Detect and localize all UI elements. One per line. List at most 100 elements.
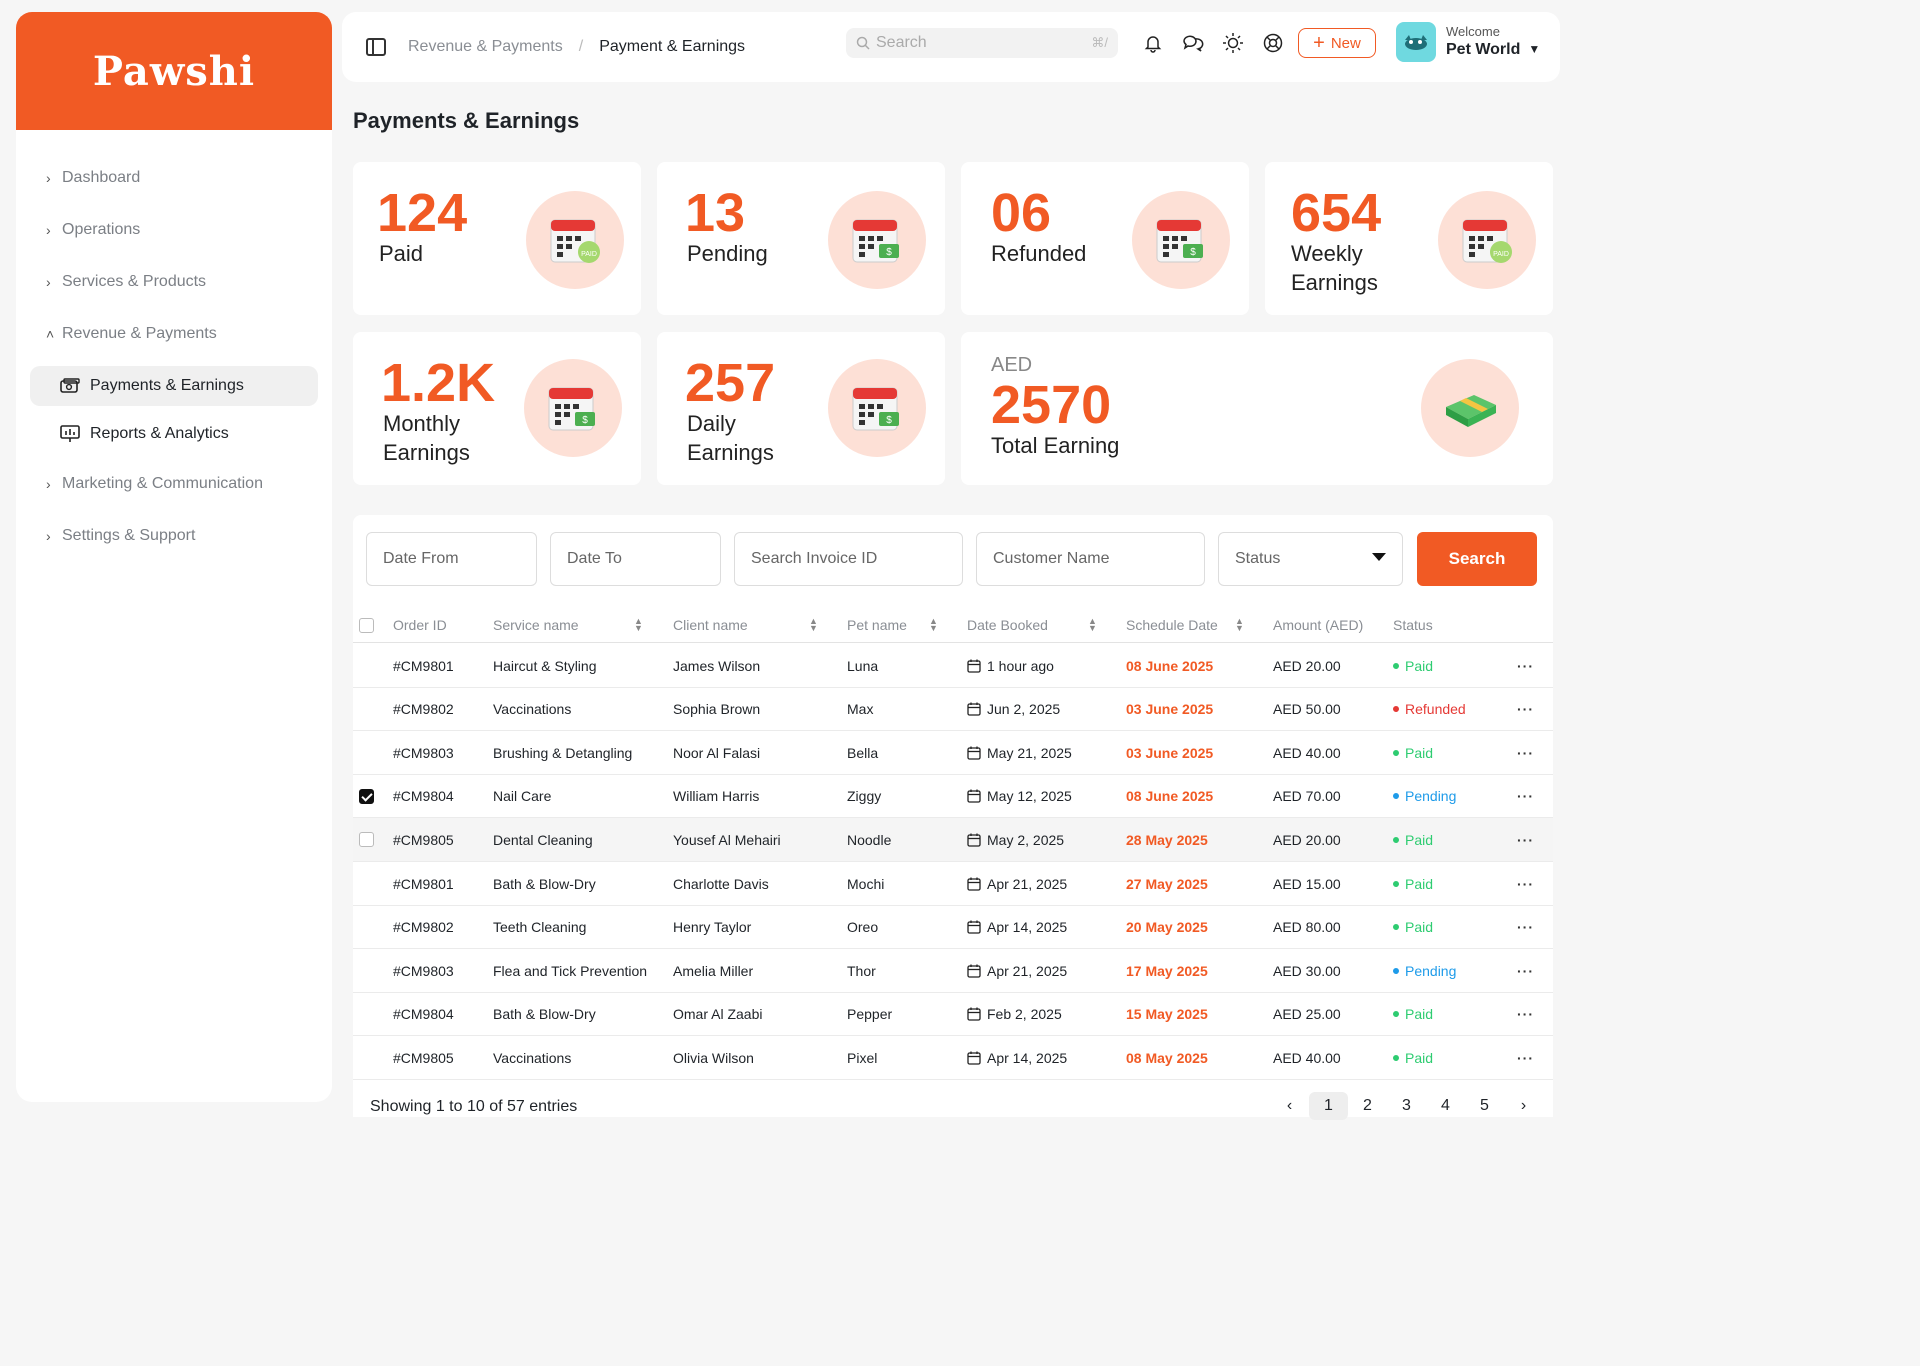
cell-pet-text: Pixel — [847, 1049, 878, 1066]
row-checkbox[interactable] — [359, 832, 374, 848]
table-row[interactable]: #CM9801 Haircut & Styling James Wilson Luna… — [353, 644, 1553, 688]
cell-pet: Pepper — [847, 993, 892, 1036]
cell-pet: Pixel — [847, 1036, 877, 1079]
status-select[interactable]: Status — [1218, 532, 1403, 586]
row-more-icon[interactable]: ··· — [1517, 701, 1534, 718]
row-more-icon[interactable]: ··· — [1517, 657, 1534, 674]
column-header-schedule-date[interactable]: Schedule Date — [1126, 617, 1218, 633]
calendar-icon — [967, 1051, 981, 1065]
cell-schedule-date-text: 27 May 2025 — [1126, 875, 1208, 892]
cell-pet: Bella — [847, 731, 878, 774]
table-row[interactable]: #CM9804 Bath & Blow-Dry Omar Al Zaabi Peppe… — [353, 993, 1553, 1037]
cell-status-text: Paid — [1405, 744, 1434, 761]
sidebar-item-revenue-payments[interactable]: ˄ Revenue & Payments — [16, 308, 332, 360]
cell-status-text: Paid — [1405, 657, 1434, 674]
select-all-checkbox[interactable] — [359, 618, 374, 633]
sidebar-item-label: Dashboard — [62, 169, 141, 186]
pagination-page[interactable]: 1 — [1309, 1092, 1348, 1120]
calendar-icon — [967, 789, 981, 803]
row-more-icon[interactable]: ··· — [1517, 875, 1534, 892]
sidebar-subitem-reports-analytics[interactable]: Reports & Analytics — [30, 414, 318, 454]
sort-icon[interactable]: ▲ ▼ — [634, 616, 643, 633]
sidebar-item-dashboard[interactable]: › Dashboard — [16, 152, 332, 204]
row-more-icon[interactable]: ··· — [1517, 962, 1534, 979]
cell-pet-text: Thor — [847, 962, 876, 979]
table-row[interactable]: #CM9805 Vaccinations Olivia Wilson Pixel Apr… — [353, 1036, 1553, 1080]
brand-logo[interactable]: Pawshi — [92, 47, 256, 95]
invoice-id-placeholder: Search Invoice ID — [751, 550, 878, 567]
table-row[interactable]: #CM9803 Flea and Tick Prevention Amelia Mi… — [353, 949, 1553, 993]
status-dot-icon — [1393, 1054, 1399, 1061]
stat-label: Monthly — [383, 411, 461, 436]
chat-icon[interactable] — [1182, 32, 1204, 54]
table-row[interactable]: #CM9802 Teeth Cleaning Henry Taylor Oreo Apr… — [353, 906, 1553, 950]
sort-icon[interactable]: ▲ ▼ — [1088, 616, 1097, 633]
sidebar-toggle-icon[interactable] — [366, 38, 386, 56]
sort-icon[interactable]: ▲ ▼ — [1235, 616, 1244, 633]
chevron-right-icon: › — [46, 222, 51, 238]
date-to-field[interactable]: Date To — [550, 532, 721, 586]
sidebar-item-operations[interactable]: › Operations — [16, 204, 332, 256]
cell-date-booked-text: Apr 14, 2025 — [987, 1049, 1068, 1066]
row-more-icon[interactable]: ··· — [1517, 831, 1534, 848]
table-row[interactable]: #CM9804 Nail Care William Harris Ziggy May 1… — [353, 775, 1553, 819]
cell-date-booked-text: May 12, 2025 — [987, 788, 1072, 805]
sun-icon[interactable] — [1222, 32, 1244, 54]
row-more-icon[interactable]: ··· — [1517, 744, 1534, 761]
search-icon — [856, 36, 870, 50]
pagination-page[interactable]: 2 — [1363, 1097, 1372, 1114]
date-from-field[interactable]: Date From — [366, 532, 537, 586]
table-row[interactable]: #CM9803 Brushing & Detangling Noor Al Fala… — [353, 731, 1553, 775]
help-lifebuoy-icon[interactable] — [1262, 32, 1284, 54]
cell-client: William Harris — [673, 775, 759, 818]
status-dot-icon — [1393, 706, 1399, 713]
table-row[interactable]: #CM9805 Dental Cleaning Yousef Al Mehairi N… — [353, 818, 1553, 862]
user-menu[interactable]: Welcome Pet World ▼ — [1396, 22, 1540, 62]
pagination-page[interactable]: 5 — [1480, 1097, 1489, 1114]
pagination-page[interactable]: 3 — [1402, 1097, 1411, 1114]
sidebar-item-services-products[interactable]: › Services & Products — [16, 256, 332, 308]
row-more-icon[interactable]: ··· — [1517, 788, 1534, 805]
stat-value: 2570 — [991, 375, 1112, 435]
breadcrumb-parent[interactable]: Revenue & Payments — [408, 38, 563, 55]
pagination-prev[interactable]: ‹ — [1286, 1097, 1293, 1114]
cell-date-booked-text: May 21, 2025 — [987, 744, 1072, 761]
sort-icon[interactable]: ▲ ▼ — [929, 616, 938, 633]
table-row[interactable]: #CM9802 Vaccinations Sophia Brown Max Jun 2,… — [353, 688, 1553, 732]
calendar-icon — [967, 964, 981, 978]
cell-status-text: Paid — [1405, 875, 1434, 892]
invoice-id-field[interactable]: Search Invoice ID — [734, 532, 963, 586]
pagination-page[interactable]: 4 — [1441, 1097, 1450, 1114]
cell-client: Charlotte Davis — [673, 862, 769, 905]
cell-pet-text: Mochi — [847, 875, 885, 892]
sidebar-item-marketing[interactable]: › Marketing & Communication — [16, 458, 332, 510]
pagination-next[interactable]: › — [1520, 1097, 1527, 1114]
column-header-amount: Amount (AED) — [1273, 617, 1364, 633]
sidebar-subitem-label: Reports & Analytics — [90, 425, 229, 442]
sort-icon[interactable]: ▲ ▼ — [809, 616, 818, 633]
column-header-pet[interactable]: Pet name — [847, 617, 907, 633]
search-input[interactable]: Search ⌘/ — [846, 28, 1118, 58]
bell-icon[interactable] — [1142, 32, 1164, 54]
row-more-icon[interactable]: ··· — [1517, 919, 1534, 936]
customer-name-field[interactable]: Customer Name — [976, 532, 1205, 586]
row-checkbox[interactable] — [359, 788, 374, 804]
column-header-service[interactable]: Service name — [493, 617, 579, 633]
chevron-down-icon[interactable]: ▼ — [1528, 42, 1541, 56]
svg-text:PAID: PAID — [581, 251, 597, 258]
sidebar-item-settings-support[interactable]: › Settings & Support — [16, 510, 332, 562]
logo-area: Pawshi — [16, 12, 332, 130]
column-header-client[interactable]: Client name — [673, 617, 748, 633]
sidebar-subitem-payments-earnings[interactable]: Payments & Earnings — [30, 366, 318, 406]
cell-pet-text: Noodle — [847, 831, 892, 848]
table-row[interactable]: #CM9801 Bath & Blow-Dry Charlotte Davis Moc… — [353, 862, 1553, 906]
search-button[interactable]: Search — [1417, 532, 1537, 586]
new-button[interactable]: + New — [1298, 28, 1376, 58]
column-header-date-booked[interactable]: Date Booked — [967, 617, 1048, 633]
svg-text:$: $ — [886, 415, 892, 426]
cell-order-id-text: #CM9803 — [393, 744, 454, 761]
row-more-icon[interactable]: ··· — [1517, 1049, 1534, 1066]
row-more-icon[interactable]: ··· — [1517, 1006, 1534, 1023]
cell-date-booked: Apr 14, 2025 — [967, 1036, 1067, 1079]
cell-order-id: #CM9804 — [393, 775, 454, 818]
